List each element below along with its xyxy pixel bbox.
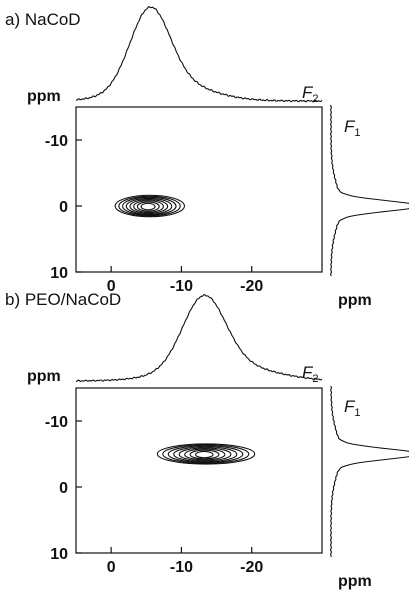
f1-axis-label: F1 [344,117,361,139]
contour-level [118,195,181,217]
f1-axis-label: F1 [344,397,361,419]
contour-level [173,446,238,463]
ppm-label-top: ppm [27,368,61,385]
x-tick-label: 0 [107,278,116,295]
x-tick-label: -10 [170,559,193,576]
x-tick-label: 0 [107,559,116,576]
f1-projection-trace [330,104,409,277]
y-tick-label: -10 [45,133,68,150]
ppm-label-bottom: ppm [338,573,372,590]
f2-projection-trace [75,293,323,383]
plot-frame [75,387,323,554]
x-tick-label: -20 [240,559,263,576]
contour-level [189,449,220,460]
y-tick-label: 10 [50,265,68,282]
contour-level [125,197,173,215]
panel-label: b) PEO/NaCoD [5,290,121,309]
f1-projection-trace [330,385,409,558]
x-tick-label: -10 [170,278,193,295]
contour-level [162,444,250,464]
contour-level [114,194,185,218]
y-tick-label: 0 [59,199,68,216]
contour-level [140,202,156,211]
f2-axis-label: F2 [302,363,319,385]
contour-level [156,443,256,465]
y-tick-label: 10 [50,546,68,563]
y-tick-label: -10 [45,414,68,431]
contour-level [178,447,232,462]
contour-level [129,198,169,214]
contour-level [133,200,164,213]
panel-a: a) NaCoD ppm F2 F1 ppm 0 -10 -20 -10 0 10 [5,5,409,309]
contour-level [184,448,226,461]
f2-projection-trace [75,5,323,103]
y-tick-label: 0 [59,480,68,497]
ppm-label-bottom: ppm [338,292,372,309]
f2-axis-label: F2 [302,83,319,105]
plot-frame [75,106,323,273]
contour-level [136,201,160,212]
contour-level [195,450,214,459]
panel-b: b) PEO/NaCoD ppm F2 F1 ppm 0 -10 -20 -10 0 10 [5,290,409,590]
panel-label: a) NaCoD [5,10,81,29]
x-tick-label: -20 [240,278,263,295]
contour-level [167,445,244,464]
contour-level [122,196,177,216]
ppm-label-top: ppm [27,88,61,105]
